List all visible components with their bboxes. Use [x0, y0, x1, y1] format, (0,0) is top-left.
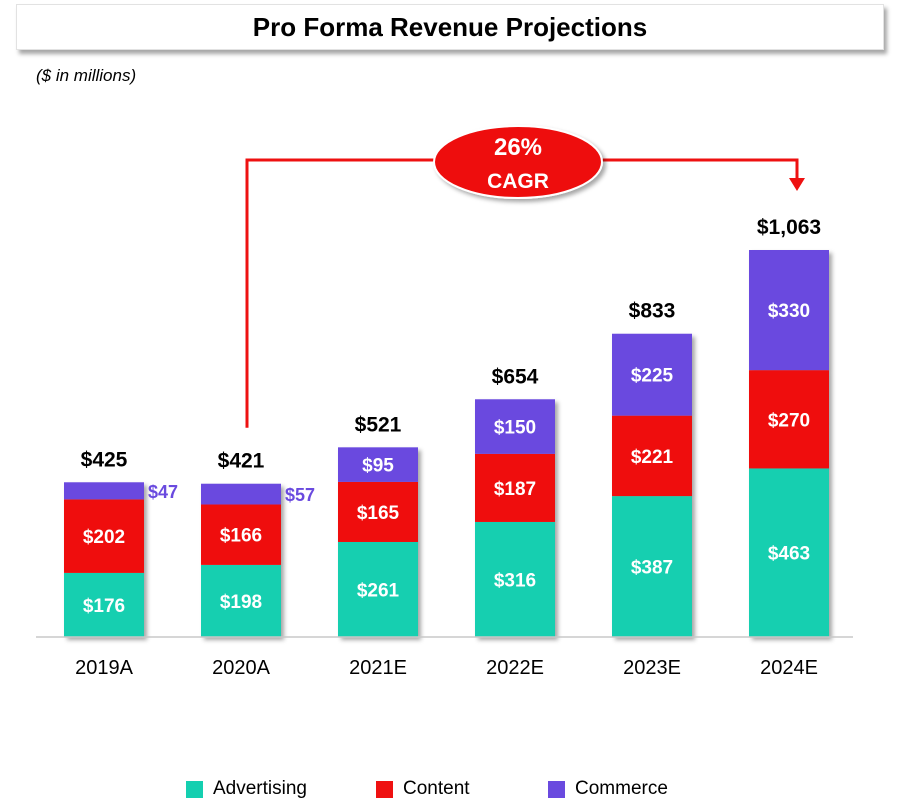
bar-content-2023E — [612, 415, 692, 497]
bar-content-2021E — [338, 481, 418, 542]
data-label-content-2024E: $270 — [768, 410, 810, 431]
bar-stack-2022E — [475, 399, 555, 637]
bar-advertising-2020A — [201, 564, 281, 637]
stacked-bar-chart: 26%CAGR $176$202$47$4252019A$198$166$57$… — [36, 125, 853, 679]
cagr-label: CAGR — [487, 170, 549, 193]
cagr-value: 26% — [494, 134, 542, 161]
bar-content-2020A — [201, 504, 281, 565]
bar-stack-2021E — [338, 447, 418, 637]
legend: Advertising Content Commerce — [0, 778, 902, 802]
bar-commerce-2022E — [475, 399, 555, 454]
total-label-2020A: $421 — [218, 450, 265, 473]
bar-stack-2019A — [64, 482, 144, 637]
data-label-advertising-2023E: $387 — [631, 558, 673, 579]
total-label-2019A: $425 — [81, 448, 128, 471]
bar-commerce-2019A — [64, 482, 144, 500]
legend-item-commerce: Commerce — [548, 778, 668, 800]
data-label-advertising-2019A: $176 — [83, 596, 125, 617]
total-label-2024E: $1,063 — [757, 216, 821, 239]
data-label-commerce-2020A: $57 — [285, 485, 315, 505]
data-label-advertising-2024E: $463 — [768, 544, 810, 565]
data-label-content-2023E: $221 — [631, 447, 674, 468]
data-label-advertising-2020A: $198 — [220, 592, 262, 613]
legend-item-advertising: Advertising — [186, 778, 307, 800]
data-label-advertising-2022E: $316 — [494, 570, 536, 591]
x-tick-label-2024E: 2024E — [760, 657, 818, 679]
bar-advertising-2022E — [475, 521, 555, 637]
bar-content-2022E — [475, 453, 555, 522]
data-label-commerce-2023E: $225 — [631, 366, 674, 387]
data-label-commerce-2024E: $330 — [768, 301, 810, 322]
x-tick-label-2021E: 2021E — [349, 657, 407, 679]
bar-commerce-2023E — [612, 333, 692, 416]
data-label-advertising-2021E: $261 — [357, 580, 400, 601]
bar-advertising-2023E — [612, 496, 692, 637]
bar-advertising-2021E — [338, 541, 418, 637]
bar-advertising-2024E — [749, 468, 829, 637]
bar-commerce-2020A — [201, 483, 281, 505]
total-label-2022E: $654 — [492, 365, 539, 388]
chart-subtitle: ($ in millions) — [36, 66, 137, 85]
bar-commerce-2021E — [338, 447, 418, 482]
x-tick-label-2020A: 2020A — [212, 657, 270, 679]
bar-stack-2020A — [201, 483, 281, 637]
bar-stack-2024E — [749, 250, 829, 637]
bar-advertising-2019A — [64, 572, 144, 637]
legend-label-commerce: Commerce — [575, 778, 668, 799]
bars-group — [64, 250, 829, 637]
data-label-content-2022E: $187 — [494, 479, 536, 500]
bar-content-2019A — [64, 499, 144, 573]
total-label-2023E: $833 — [629, 300, 676, 323]
x-tick-label-2022E: 2022E — [486, 657, 544, 679]
x-tick-label-2023E: 2023E — [623, 657, 681, 679]
x-tick-label-2019A: 2019A — [75, 657, 133, 679]
legend-item-content: Content — [376, 778, 470, 800]
legend-label-content: Content — [403, 778, 470, 799]
data-label-commerce-2019A: $47 — [148, 482, 178, 502]
data-label-commerce-2022E: $150 — [494, 418, 536, 439]
bar-commerce-2024E — [749, 250, 829, 371]
total-label-2021E: $521 — [355, 413, 402, 436]
labels-group: $176 $202 $47 $425 2019A $198 $166 $57 $421 2020A… — [75, 216, 821, 679]
cagr-badge — [433, 125, 603, 199]
data-label-content-2021E: $165 — [357, 503, 400, 524]
legend-swatch-advertising — [186, 780, 203, 798]
bar-content-2024E — [749, 370, 829, 469]
legend-swatch-commerce — [548, 780, 565, 798]
bar-stack-2023E — [612, 333, 692, 637]
legend-swatch-content — [376, 780, 393, 798]
legend-label-advertising: Advertising — [213, 778, 307, 799]
cagr-annotation: 26% CAGR — [245, 125, 805, 428]
data-label-commerce-2021E: $95 — [362, 456, 394, 477]
chart-title-box: Pro Forma Revenue Projections — [16, 4, 884, 50]
chart-title: Pro Forma Revenue Projections — [252, 11, 648, 42]
cagr-arrowhead — [789, 178, 805, 191]
data-label-content-2020A: $166 — [220, 526, 262, 547]
data-label-content-2019A: $202 — [83, 527, 125, 548]
